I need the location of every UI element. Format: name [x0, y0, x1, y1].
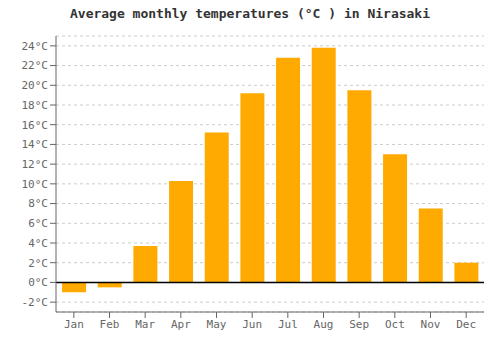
svg-text:Dec: Dec [456, 318, 476, 331]
svg-text:Nov: Nov [421, 318, 441, 331]
svg-text:Aug: Aug [314, 318, 334, 331]
svg-text:24°C: 24°C [22, 40, 49, 53]
svg-text:May: May [207, 318, 227, 331]
svg-text:Oct: Oct [385, 318, 405, 331]
svg-text:6°C: 6°C [28, 217, 48, 230]
svg-text:12°C: 12°C [22, 158, 49, 171]
svg-text:16°C: 16°C [22, 119, 49, 132]
svg-text:18°C: 18°C [22, 99, 49, 112]
html-text:Average monthly temperatures (: Average monthly temperatures (°C ) in Ni… [70, 6, 430, 21]
svg-text:Sep: Sep [349, 318, 369, 331]
svg-text:0°C: 0°C [28, 276, 48, 289]
svg-text:10°C: 10°C [22, 178, 49, 191]
svg-text:Jul: Jul [278, 318, 298, 331]
svg-text:Jun: Jun [242, 318, 262, 331]
svg-text:22°C: 22°C [22, 59, 49, 72]
svg-text:4°C: 4°C [28, 237, 48, 250]
svg-text:Jan: Jan [64, 318, 84, 331]
svg-text:20°C: 20°C [22, 79, 49, 92]
svg-text:Apr: Apr [171, 318, 191, 331]
svg-text:8°C: 8°C [28, 197, 48, 210]
svg-text:14°C: 14°C [22, 138, 49, 151]
svg-text:-2°C: -2°C [22, 296, 49, 309]
svg-text:2°C: 2°C [28, 257, 48, 270]
svg-text:Mar: Mar [135, 318, 155, 331]
svg-text:Feb: Feb [100, 318, 120, 331]
